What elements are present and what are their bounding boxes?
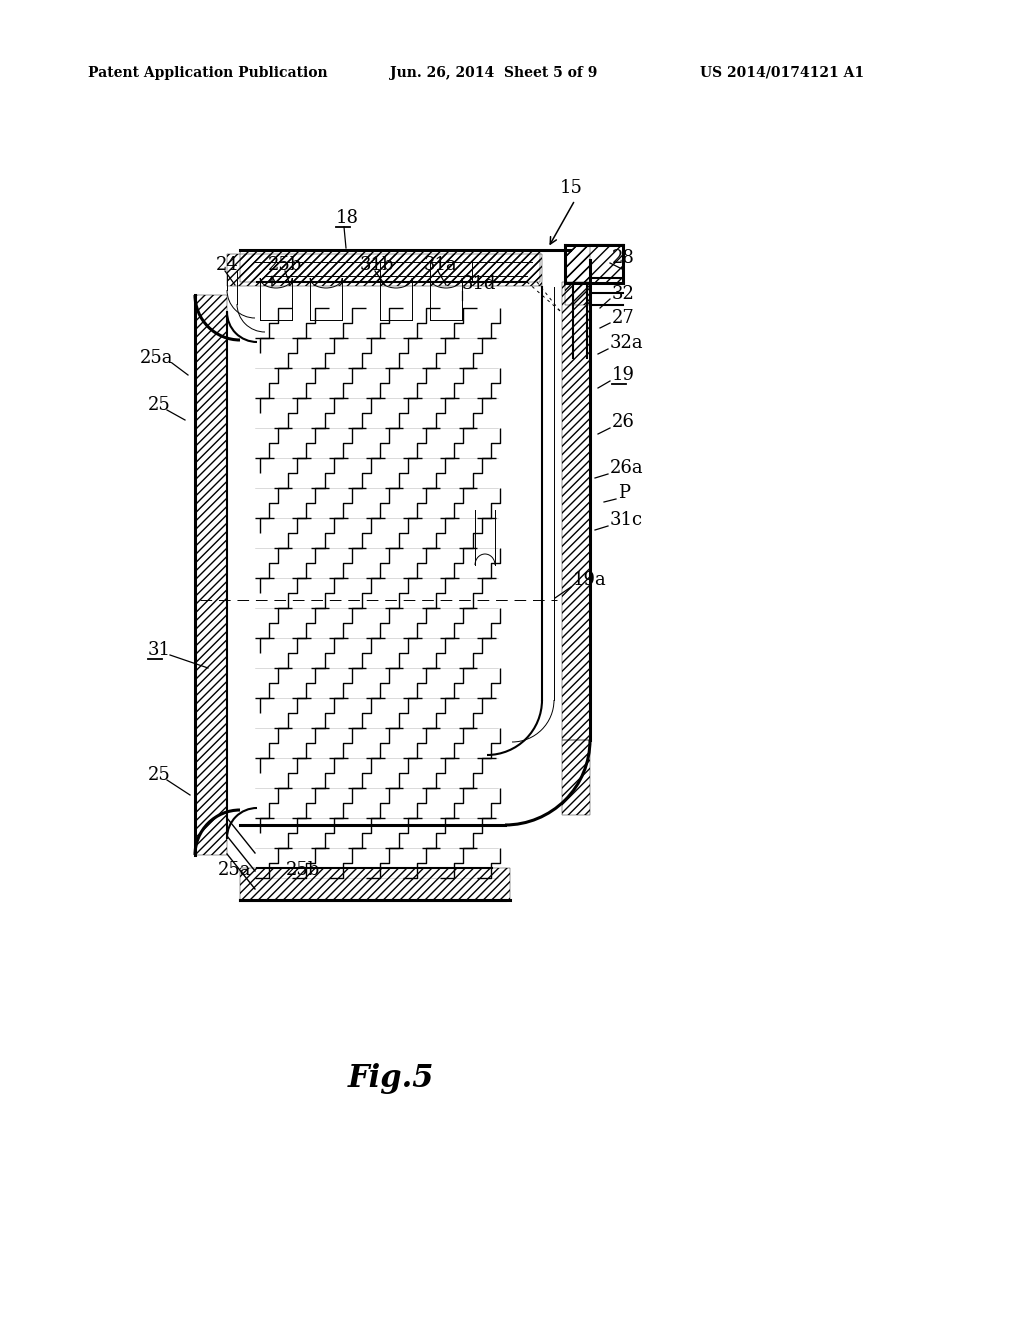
Text: 25b: 25b bbox=[268, 256, 302, 275]
Text: 19: 19 bbox=[612, 366, 635, 384]
Text: 31c: 31c bbox=[610, 511, 643, 529]
Text: 27: 27 bbox=[612, 309, 635, 327]
Text: Jun. 26, 2014  Sheet 5 of 9: Jun. 26, 2014 Sheet 5 of 9 bbox=[390, 66, 597, 81]
Text: 15: 15 bbox=[560, 180, 583, 197]
Text: 25b: 25b bbox=[286, 861, 321, 879]
Text: 32a: 32a bbox=[610, 334, 644, 352]
Bar bbox=[565, 246, 590, 305]
Text: 26a: 26a bbox=[610, 459, 644, 477]
Bar bbox=[195, 294, 227, 855]
Bar bbox=[562, 741, 590, 814]
Text: 28: 28 bbox=[612, 249, 635, 267]
Text: P: P bbox=[618, 484, 630, 502]
Bar bbox=[240, 869, 510, 900]
Text: 26: 26 bbox=[612, 413, 635, 432]
Text: 19a: 19a bbox=[573, 572, 607, 589]
Text: 25: 25 bbox=[148, 766, 171, 784]
Text: 31b: 31b bbox=[360, 256, 394, 275]
Text: Fig.5: Fig.5 bbox=[348, 1063, 434, 1093]
Text: 25a: 25a bbox=[140, 348, 173, 367]
Text: 31a: 31a bbox=[424, 256, 458, 275]
Text: 18: 18 bbox=[336, 209, 359, 227]
Text: 32: 32 bbox=[612, 285, 635, 304]
Text: 25a: 25a bbox=[218, 861, 252, 879]
Bar bbox=[240, 249, 540, 282]
Text: 31d: 31d bbox=[462, 275, 497, 293]
Bar bbox=[562, 282, 590, 741]
Text: 25: 25 bbox=[148, 396, 171, 414]
Bar bbox=[565, 246, 623, 282]
Text: 31: 31 bbox=[148, 642, 171, 659]
Text: Patent Application Publication: Patent Application Publication bbox=[88, 66, 328, 81]
Bar bbox=[227, 253, 542, 286]
Text: 24: 24 bbox=[216, 256, 239, 275]
Text: US 2014/0174121 A1: US 2014/0174121 A1 bbox=[700, 66, 864, 81]
